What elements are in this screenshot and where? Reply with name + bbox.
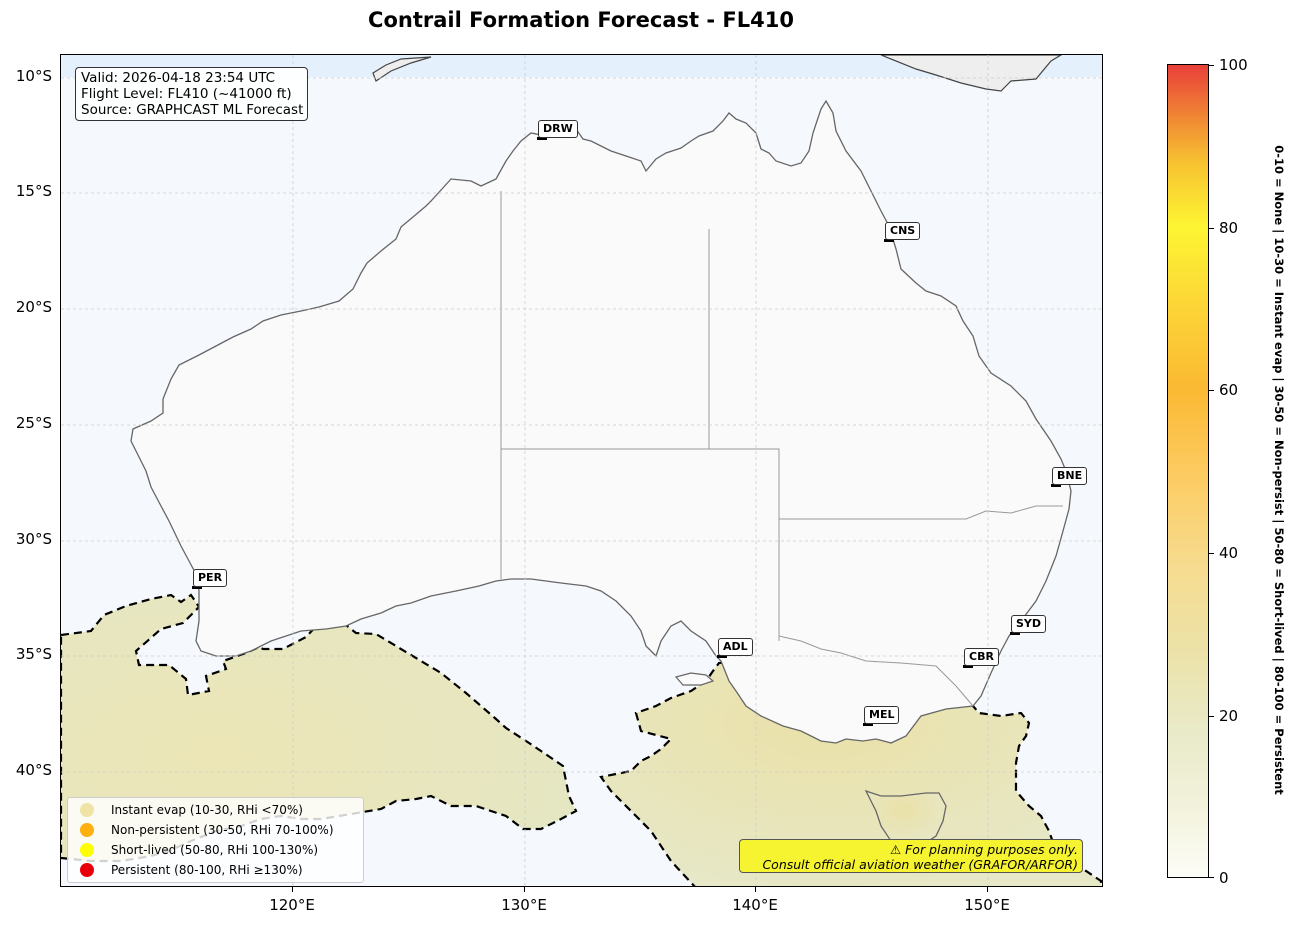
x-tick-label: 140°E: [732, 896, 778, 914]
x-tick-label: 150°E: [964, 896, 1010, 914]
forecast-info-box: Valid: 2026-04-18 23:54 UTC Flight Level…: [75, 67, 309, 121]
colorbar-tick-label: 20: [1219, 707, 1239, 725]
colorbar-tick-label: 100: [1219, 56, 1248, 74]
gridlines: [61, 55, 1102, 886]
city-label: BNE: [1052, 467, 1088, 485]
airport-marker-icon: [717, 655, 727, 658]
data-source: Source: GRAPHCAST ML Forecast: [81, 102, 304, 118]
y-tick-label: 25°S: [15, 414, 52, 432]
legend-item-non-persistent: Non-persistent (30-50, RHi 70-100%): [80, 822, 334, 838]
airport-marker-icon: [963, 665, 973, 668]
city-label: ADL: [718, 638, 753, 656]
map-area[interactable]: [60, 54, 1103, 887]
y-tick-label: 30°S: [15, 530, 52, 548]
colorbar-tick: [1209, 877, 1214, 878]
colorbar-tick: [1209, 553, 1214, 554]
circle-marker-icon: [80, 843, 94, 857]
kangaroo-island: [674, 672, 715, 686]
colorbar: [1167, 64, 1209, 878]
circle-marker-icon: [80, 863, 94, 877]
valid-time: Valid: 2026-04-18 23:54 UTC: [81, 70, 276, 86]
timor-island: [372, 56, 432, 82]
airport-marker-icon: [884, 239, 894, 242]
colorbar-tick-label: 60: [1219, 381, 1239, 399]
colorbar-caption: 0-10 = None | 10-30 = Instant evap | 30-…: [1272, 145, 1286, 795]
x-tick-mark: [292, 887, 293, 892]
city-label: PER: [193, 569, 228, 587]
australia-landmass: [130, 99, 1072, 744]
legend-label: Short-lived (50-80, RHi 100-130%): [111, 843, 319, 857]
tasmania: [864, 789, 947, 847]
colorbar-tick-label: 0: [1219, 869, 1229, 887]
airport-marker-icon: [192, 586, 202, 589]
airport-marker-icon: [1051, 484, 1061, 487]
airport-marker-icon: [537, 137, 547, 140]
x-tick-mark: [755, 887, 756, 892]
colorbar-tick-label: 80: [1219, 219, 1239, 237]
colorbar-tick: [1209, 716, 1214, 717]
legend-label: Instant evap (10-30, RHi <70%): [111, 803, 303, 817]
legend-item-persistent: Persistent (80-100, RHi ≥130%): [80, 862, 303, 878]
y-tick-label: 15°S: [15, 182, 52, 200]
warning-line-2: Consult official aviation weather (GRAFO…: [762, 857, 1078, 872]
warning-line-1: ⚠ For planning purposes only.: [890, 842, 1078, 857]
city-label: CBR: [964, 648, 999, 666]
airport-marker-icon: [1010, 632, 1020, 635]
x-tick-mark: [987, 887, 988, 892]
y-tick-label: 40°S: [15, 761, 52, 779]
y-tick-label: 20°S: [15, 298, 52, 316]
x-tick-label: 120°E: [269, 896, 315, 914]
flight-level: Flight Level: FL410 (~41000 ft): [81, 86, 292, 102]
city-label: MEL: [864, 706, 900, 724]
top-band: [61, 55, 1102, 77]
colorbar-tick: [1209, 390, 1214, 391]
legend: Instant evap (10-30, RHi <70%) Non-persi…: [67, 797, 364, 883]
y-tick-label: 35°S: [15, 645, 52, 663]
circle-marker-icon: [80, 803, 94, 817]
city-label: DRW: [538, 120, 578, 138]
x-tick-mark: [524, 887, 525, 892]
chart-title: Contrail Formation Forecast - FL410: [368, 8, 794, 32]
airport-marker-icon: [863, 723, 873, 726]
state-borders: [500, 191, 1063, 707]
new-guinea-coast: [880, 55, 1063, 92]
colorbar-tick: [1209, 65, 1214, 66]
legend-label: Persistent (80-100, RHi ≥130%): [111, 863, 303, 877]
y-tick-label: 10°S: [15, 67, 52, 85]
city-label: SYD: [1011, 615, 1047, 633]
colorbar-tick: [1209, 228, 1214, 229]
legend-item-short-lived: Short-lived (50-80, RHi 100-130%): [80, 842, 318, 858]
map-canvas: [61, 55, 1102, 886]
planning-warning-box: ⚠ For planning purposes only. Consult of…: [739, 839, 1083, 873]
colorbar-tick-label: 40: [1219, 544, 1239, 562]
legend-label: Non-persistent (30-50, RHi 70-100%): [111, 823, 334, 837]
city-label: CNS: [885, 222, 921, 240]
x-tick-label: 130°E: [501, 896, 547, 914]
legend-item-instant-evap: Instant evap (10-30, RHi <70%): [80, 802, 303, 818]
circle-marker-icon: [80, 823, 94, 837]
